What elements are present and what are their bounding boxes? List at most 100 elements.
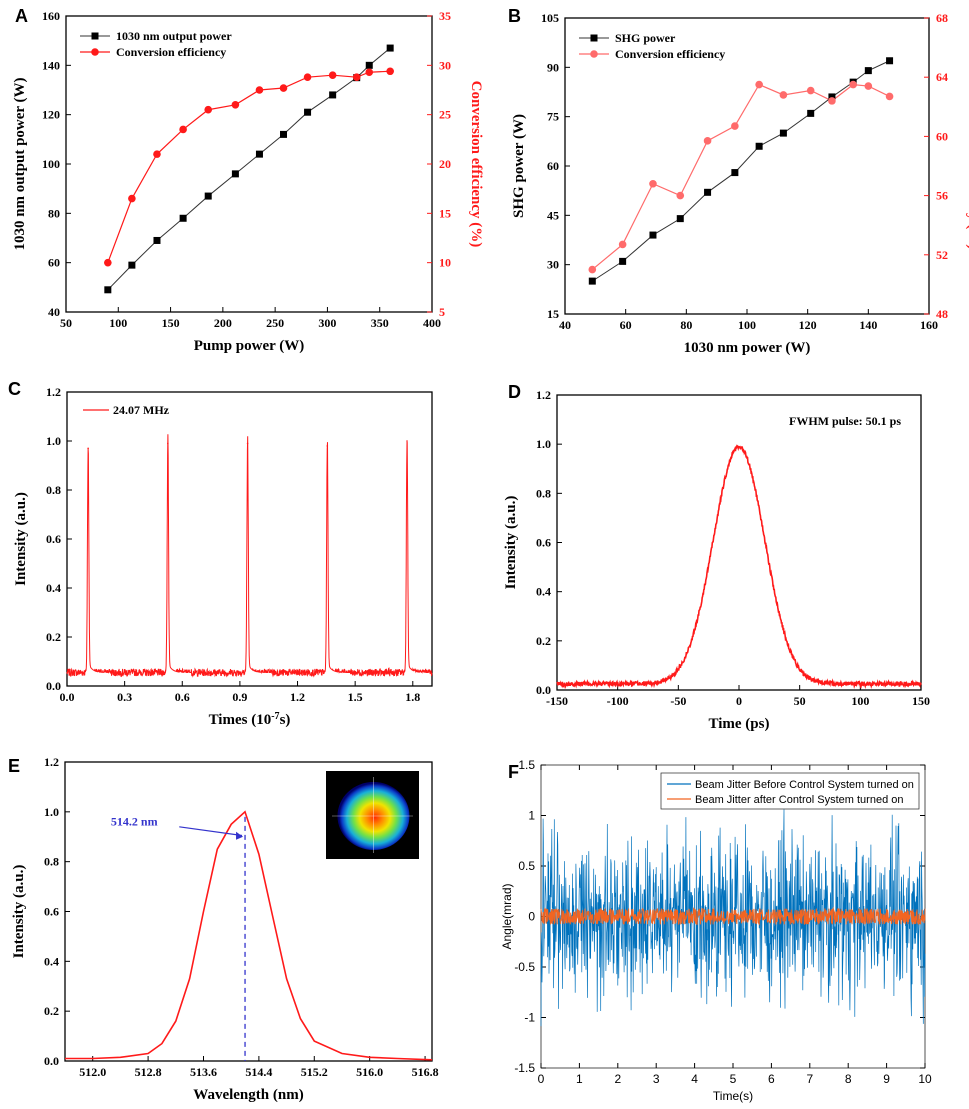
y2-tick-label-A: 15 — [439, 206, 451, 220]
y-tick-label-D: 0.2 — [536, 634, 551, 648]
legend-marker-power-B — [590, 34, 598, 42]
x-tick-label-D: 50 — [794, 694, 806, 708]
x-tick-label-F: 8 — [845, 1072, 852, 1086]
legend-label-efficiency-B: Conversion efficiency — [615, 47, 725, 61]
data-point-power-A — [153, 236, 161, 244]
data-point-efficiency-B — [806, 86, 815, 95]
y-tick-label-E: 0.4 — [44, 954, 59, 968]
panel-label-F: F — [508, 762, 519, 782]
x-tick-label-C: 0.3 — [117, 690, 132, 704]
data-point-efficiency-B — [676, 191, 685, 200]
x-tick-label-A: 400 — [423, 316, 441, 330]
data-point-power-B — [886, 57, 894, 65]
panel-label-C: C — [8, 379, 21, 399]
x-tick-label-C: 0.6 — [175, 690, 190, 704]
series-line-spectrum — [65, 810, 433, 1061]
data-point-efficiency-A — [279, 84, 288, 92]
data-point-power-A — [204, 192, 212, 200]
x-axis-label-end: s) — [280, 712, 291, 728]
data-point-power-B — [676, 215, 684, 223]
y-tick-label-E: 0.2 — [44, 1004, 59, 1018]
annotation-arrowhead — [236, 831, 244, 840]
legend-label-power-A: 1030 nm output power — [116, 29, 232, 43]
series-line-power-B — [592, 60, 890, 282]
data-point-power-A — [386, 44, 394, 52]
data-point-efficiency-A — [204, 105, 213, 114]
data-point-efficiency-A — [104, 258, 112, 267]
data-point-efficiency-B — [703, 137, 712, 145]
data-point-power-B — [755, 142, 763, 150]
y-tick-label-C: 0.0 — [46, 679, 61, 693]
x-axis-label-B: 1030 nm power (W) — [684, 340, 811, 356]
legend-marker-efficiency-A — [91, 48, 99, 56]
plot-frame-B — [564, 17, 930, 315]
pulse-peak-1 — [87, 447, 89, 450]
x-axis-label-A: Pump power (W) — [194, 338, 305, 354]
y2-tick-label-A: 10 — [439, 256, 451, 270]
data-point-efficiency-B — [649, 179, 657, 188]
x-tick-label-E: 513.6 — [190, 1065, 217, 1079]
y2-tick-label-A: 5 — [439, 305, 445, 319]
x-tick-label-F: 4 — [691, 1072, 698, 1086]
data-point-power-A — [304, 108, 312, 116]
data-point-power-A — [128, 261, 136, 269]
x-tick-label-E: 516.8 — [412, 1065, 439, 1079]
x-tick-label-A: 200 — [214, 316, 232, 330]
legend-marker-efficiency-B — [590, 50, 598, 58]
x-tick-label-A: 250 — [266, 316, 284, 330]
data-point-efficiency-A — [231, 101, 240, 109]
y-tick-label-F: -1 — [524, 1011, 535, 1025]
data-point-efficiency-A — [153, 150, 161, 158]
x-tick-label-B: 80 — [680, 318, 692, 332]
y-axis-label-B: SHG power (W) — [511, 114, 527, 218]
x-tick-label-D: -150 — [546, 694, 568, 708]
panel-label-E: E — [8, 756, 20, 776]
legend-marker-power-A — [91, 32, 99, 40]
y-tick-label-A: 60 — [48, 256, 60, 270]
data-point-efficiency-A — [365, 68, 374, 77]
data-point-efficiency-A — [179, 125, 187, 134]
x-axis-label-sup: -7 — [271, 711, 279, 722]
x-tick-label-B: 120 — [799, 318, 817, 332]
data-point-efficiency-B — [588, 265, 597, 274]
y-tick-label-B: 15 — [547, 307, 559, 321]
x-tick-label-E: 512.0 — [79, 1065, 106, 1079]
y2-axis-label-A: Conversion efficiency (%) — [468, 81, 484, 248]
plot-frame-D — [556, 394, 922, 691]
pulse-peak-2 — [167, 442, 169, 445]
y-tick-label-C: 0.6 — [46, 532, 61, 546]
x-tick-label-B: 40 — [559, 318, 571, 332]
x-tick-label-D: 0 — [736, 694, 742, 708]
y-tick-label-B: 45 — [547, 208, 559, 222]
y-tick-label-D: 0.6 — [536, 536, 551, 550]
pulse-peak-4 — [326, 445, 329, 447]
y-tick-label-C: 0.2 — [46, 630, 61, 644]
data-point-efficiency-B — [618, 240, 627, 249]
data-point-power-A — [365, 61, 373, 69]
y-tick-label-F: 0 — [528, 910, 535, 924]
y-tick-label-C: 1.2 — [46, 385, 61, 399]
legend-label-C: 24.07 MHz — [113, 403, 170, 417]
x-tick-label-D: 100 — [851, 694, 869, 708]
data-point-efficiency-B — [864, 82, 873, 90]
x-tick-label-C: 1.8 — [405, 690, 420, 704]
data-point-efficiency-A — [255, 86, 264, 94]
data-point-power-B — [828, 93, 836, 101]
y-tick-label-D: 1.0 — [536, 437, 551, 451]
data-point-power-A — [104, 286, 112, 294]
y2-tick-label-A: 30 — [439, 58, 451, 72]
x-tick-label-B: 100 — [738, 318, 756, 332]
data-point-power-B — [649, 231, 657, 239]
x-axis-label-D: Time (ps) — [709, 716, 770, 732]
y-tick-label-E: 0.0 — [44, 1054, 59, 1068]
x-tick-label-C: 0.0 — [60, 690, 75, 704]
data-point-power-A — [329, 91, 337, 99]
annotation-peak-wavelength: 514.2 nm — [111, 815, 158, 829]
x-tick-label-E: 512.8 — [135, 1065, 162, 1079]
y-tick-label-B: 105 — [541, 11, 559, 25]
y2-tick-label-A: 20 — [439, 157, 451, 171]
x-tick-label-C: 0.9 — [232, 690, 247, 704]
panel-label-B: B — [508, 6, 521, 26]
annotation-arrow — [179, 826, 243, 837]
legend-label-power-B: SHG power — [615, 31, 676, 45]
